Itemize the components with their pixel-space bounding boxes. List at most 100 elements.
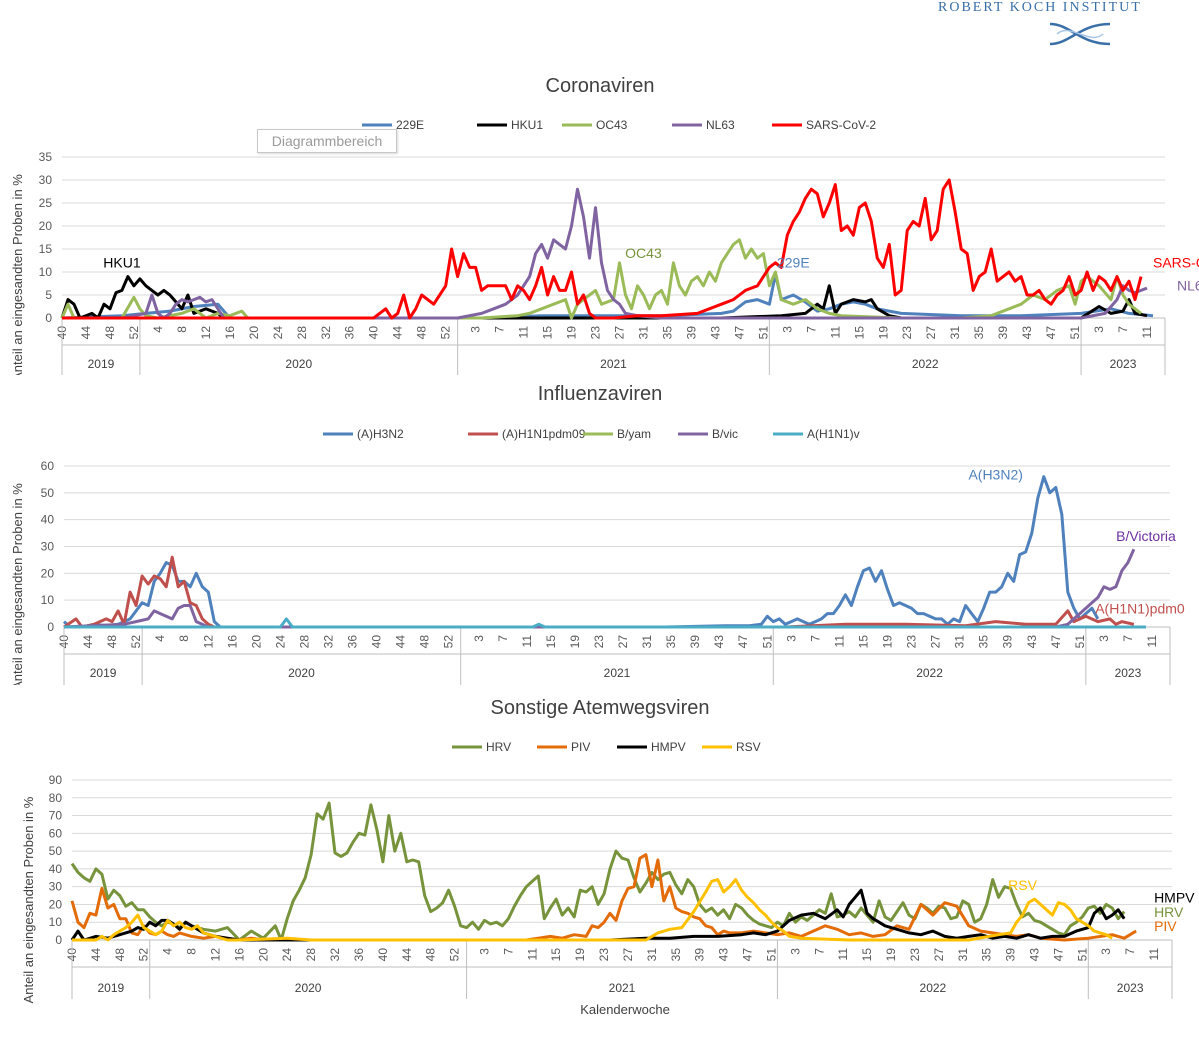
x-tick-label: 11 — [517, 326, 531, 339]
y-axis-label: Anteil an eingesandten Proben in % — [21, 796, 36, 1003]
x-tick-label: 51 — [760, 635, 774, 649]
chart-influenzaviren[interactable]: Influenzaviren (A)H3N2 (A)H1N1pdm09 B/yam B/… — [0, 370, 1199, 685]
year-label: 2020 — [295, 981, 322, 995]
y-tick-label: 60 — [41, 459, 55, 473]
year-label: 2020 — [285, 357, 312, 371]
legend-item-sars-cov-2[interactable]: SARS-CoV-2 — [772, 118, 876, 132]
legend-item-hrv[interactable]: HRV — [452, 740, 511, 754]
series-line-hrv[interactable] — [70, 801, 1126, 942]
x-tick-label: 35 — [660, 326, 674, 340]
x-tick-label: 11 — [836, 948, 850, 961]
x-tick-label: 52 — [127, 326, 141, 340]
y-axis-label: Anteil an eingesandten Proben in % — [10, 483, 25, 685]
x-tick-label: 31 — [948, 326, 962, 340]
legend-item-oc43[interactable]: OC43 — [562, 118, 628, 132]
x-tick-label: 20 — [247, 326, 261, 340]
chart-title: Coronaviren — [546, 75, 655, 97]
x-tick-label: 51 — [756, 326, 770, 340]
x-tick-label: 11 — [1147, 948, 1161, 961]
legend-item-b-yam[interactable]: B/yam — [583, 427, 651, 441]
x-tick-label: 36 — [346, 635, 360, 649]
x-tick-label: 15 — [541, 326, 555, 340]
legend-label: HMPV — [651, 740, 686, 754]
legend-item-hmpv[interactable]: HMPV — [617, 740, 686, 754]
series-line-nl63[interactable] — [62, 187, 1148, 320]
legend-label: (A)H3N2 — [357, 427, 404, 441]
x-tick-label: 47 — [1049, 635, 1063, 649]
x-tick-label: 44 — [79, 326, 93, 340]
x-tick-label: 15 — [549, 948, 563, 962]
x-axis-label: Kalenderwoche — [580, 1002, 670, 1017]
legend-item-229e[interactable]: 229E — [362, 118, 424, 132]
legend-label: SARS-CoV-2 — [806, 118, 876, 132]
y-tick-label: 50 — [41, 486, 55, 500]
legend-item--a-h3n2[interactable]: (A)H3N2 — [323, 427, 404, 441]
y-tick-label: 40 — [41, 513, 55, 527]
legend-label: RSV — [736, 740, 761, 754]
annotation-label: A(H1N1)pdm0 — [1095, 601, 1185, 617]
x-tick-label: 28 — [304, 948, 318, 962]
y-tick-label: 80 — [49, 791, 63, 805]
x-tick-label: 31 — [645, 948, 659, 962]
legend-item--a-h1n1pdm09[interactable]: (A)H1N1pdm09 — [468, 427, 586, 441]
x-tick-label: 52 — [448, 948, 462, 962]
annotation-label: PIV — [1154, 918, 1177, 934]
series-line-hmpv[interactable] — [70, 888, 1126, 942]
x-tick-label: 39 — [693, 948, 707, 962]
legend-item-nl63[interactable]: NL63 — [672, 118, 735, 132]
x-tick-label: 19 — [880, 635, 894, 649]
rki-logo: ROBERT KOCH INSTITUT — [930, 0, 1190, 55]
x-tick-label: 52 — [439, 326, 453, 340]
x-tick-label: 4 — [151, 326, 165, 333]
y-tick-label: 60 — [49, 826, 63, 840]
annotation-label: B/Victoria — [1116, 528, 1176, 544]
year-label: 2021 — [609, 981, 636, 995]
x-tick-label: 11 — [828, 326, 842, 339]
x-tick-label: 39 — [1001, 635, 1015, 649]
year-label: 2019 — [90, 666, 117, 680]
legend-item-piv[interactable]: PIV — [537, 740, 590, 754]
x-tick-label: 35 — [664, 635, 678, 649]
series-line--a-h1n1pdm09[interactable] — [63, 555, 1135, 629]
x-tick-label: 43 — [708, 326, 722, 340]
x-tick-label: 20 — [249, 635, 263, 649]
series-line-a-h1n1-v[interactable] — [64, 617, 1146, 629]
chart-area-tooltip: Diagrammbereich — [257, 129, 397, 153]
series-line-229e[interactable] — [61, 272, 1154, 320]
x-tick-label: 4 — [153, 635, 167, 642]
legend-item-hku1[interactable]: HKU1 — [477, 118, 543, 132]
x-tick-label: 48 — [105, 635, 119, 649]
series-line-rsv[interactable] — [72, 878, 1113, 942]
year-label: 2022 — [920, 981, 947, 995]
series-line-sars-cov-2[interactable] — [62, 178, 1143, 320]
x-tick-label: 48 — [113, 948, 127, 962]
x-tick-label: 32 — [321, 635, 335, 649]
x-tick-label: 7 — [1123, 948, 1137, 955]
x-tick-label: 11 — [1145, 635, 1159, 648]
x-tick-label: 16 — [232, 948, 246, 962]
legend-label: 229E — [396, 118, 424, 132]
legend-item-b-vic[interactable]: B/vic — [678, 427, 738, 441]
x-tick-label: 39 — [1004, 948, 1018, 962]
x-tick-label: 32 — [328, 948, 342, 962]
x-tick-label: 32 — [319, 326, 333, 340]
year-label: 2021 — [604, 666, 631, 680]
annotation-label: NL63 — [1177, 277, 1199, 293]
y-tick-label: 0 — [55, 933, 62, 947]
x-tick-label: 7 — [808, 635, 822, 642]
x-tick-label: 52 — [137, 948, 151, 962]
legend-label: B/yam — [617, 427, 651, 441]
legend-item-rsv[interactable]: RSV — [702, 740, 761, 754]
y-tick-label: 40 — [49, 862, 63, 876]
legend-label: NL63 — [706, 118, 735, 132]
legend-item-a-h1n1-v[interactable]: A(H1N1)v — [773, 427, 860, 441]
annotation-label: A(H3N2) — [968, 466, 1022, 482]
x-tick-label: 12 — [201, 635, 215, 649]
series-line-piv[interactable] — [70, 853, 1137, 942]
x-tick-label: 11 — [832, 635, 846, 648]
x-tick-label: 8 — [175, 326, 189, 333]
series-line--a-h3n2[interactable] — [62, 475, 1100, 629]
x-tick-label: 35 — [977, 635, 991, 649]
